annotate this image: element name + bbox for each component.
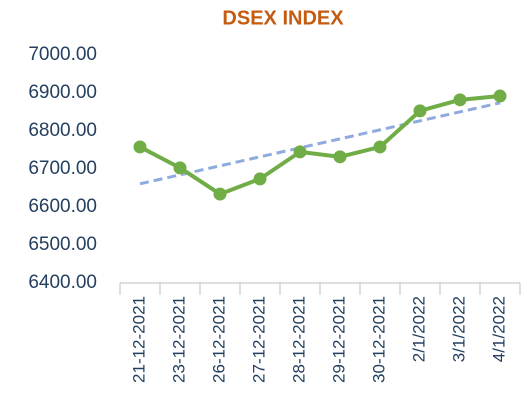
data-point [293,145,307,159]
chart-title: DSEX INDEX [222,7,344,29]
y-tick-label: 7000.00 [28,44,97,65]
data-point [213,187,227,201]
y-tick-label: 6600.00 [28,196,97,217]
data-point [413,104,427,118]
x-tick-label: 26-12-2021 [209,296,228,383]
x-tick-label: 4/1/2022 [489,296,508,362]
x-tick-label: 21-12-2021 [129,296,148,383]
data-point [173,161,187,175]
data-point [493,89,507,103]
x-tick-label: 23-12-2021 [169,296,188,383]
y-tick-label: 6800.00 [28,120,97,141]
data-point [373,140,387,154]
x-tick-label: 30-12-2021 [369,296,388,383]
x-tick-label: 29-12-2021 [329,296,348,383]
y-tick-label: 6700.00 [28,158,97,179]
y-tick-label: 6900.00 [28,82,97,103]
x-tick-label: 28-12-2021 [289,296,308,383]
x-tick-label: 3/1/2022 [449,296,468,362]
data-point [453,93,467,107]
y-tick-label: 6500.00 [28,234,97,255]
x-tick-label: 27-12-2021 [249,296,268,383]
data-point [133,140,147,154]
data-point [333,150,347,164]
trendline [139,101,501,186]
data-point [253,172,267,186]
y-tick-label: 6400.00 [28,272,97,293]
x-tick-label: 2/1/2022 [409,296,428,362]
data-line [139,94,501,197]
